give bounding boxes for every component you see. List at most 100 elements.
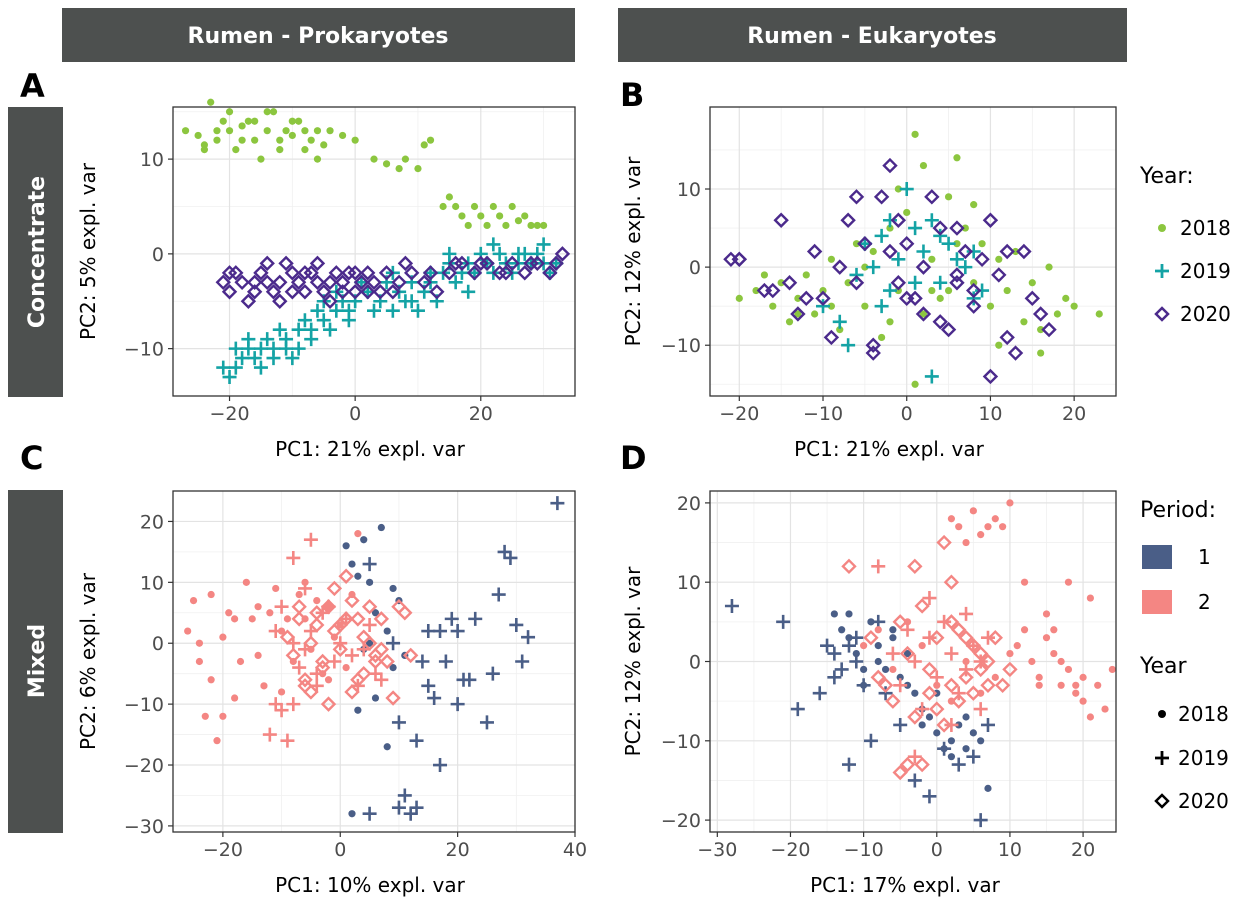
point-dot <box>881 665 890 674</box>
point-plus <box>492 246 507 261</box>
point-diamond <box>832 259 848 275</box>
point-plus <box>391 800 406 815</box>
point-dot <box>351 136 359 144</box>
y-tick-label: 10 <box>140 572 164 594</box>
point-dot <box>225 108 234 116</box>
point-plus <box>427 691 442 706</box>
point-dot <box>1035 681 1043 689</box>
point-plus <box>849 630 864 645</box>
point-plus <box>937 741 952 756</box>
point-dot <box>489 202 497 211</box>
point-diamond <box>416 274 432 290</box>
point-diamond <box>921 685 938 701</box>
point-diamond <box>974 251 990 268</box>
point-diamond <box>353 274 370 290</box>
panel-b-plot: −20 −10 0 10 20 −10 0 10 PC1: 21% expl. var PC2: … <box>621 106 1117 461</box>
point-plus <box>893 717 908 732</box>
point-plus <box>374 672 389 687</box>
point-diamond <box>347 284 363 300</box>
point-dot <box>977 531 985 539</box>
point-diamond <box>309 617 325 633</box>
point-dot <box>827 302 835 310</box>
point-dot <box>502 221 510 230</box>
point-plus <box>885 646 900 661</box>
point-dot <box>1057 657 1065 666</box>
y-tick-label: 10 <box>677 179 701 201</box>
point-diamond <box>965 282 982 299</box>
point-diamond <box>841 558 857 575</box>
legend-diamond-icon <box>1154 793 1170 809</box>
panel-tag-b: B <box>620 76 644 114</box>
point-diamond <box>951 622 967 638</box>
point-diamond <box>943 614 960 630</box>
point-dot <box>760 271 769 279</box>
point-plus <box>841 338 856 353</box>
point-diamond <box>391 274 407 290</box>
point-diamond <box>367 653 384 670</box>
point-diamond <box>999 329 1015 346</box>
point-diamond <box>334 284 351 300</box>
point-dot <box>1020 626 1029 634</box>
point-diamond <box>372 284 388 300</box>
point-diamond <box>882 243 898 260</box>
point-dot <box>836 326 844 334</box>
point-diamond <box>356 629 372 645</box>
point-plus <box>272 322 287 337</box>
point-diamond <box>366 274 382 290</box>
point-diamond <box>322 274 338 290</box>
point-dot <box>539 221 548 230</box>
point-diamond <box>466 265 483 281</box>
point-diamond <box>982 212 999 228</box>
point-diamond <box>1024 290 1040 307</box>
point-plus <box>262 727 277 742</box>
point-dot <box>955 523 963 531</box>
point-dot <box>420 141 428 149</box>
point-dot <box>360 536 368 544</box>
point-diamond <box>491 265 508 281</box>
point-plus <box>362 617 377 632</box>
panel-tag-a: A <box>20 67 45 105</box>
point-diamond <box>999 243 1015 260</box>
strip-col-left: Rumen - Prokaryotes <box>62 8 575 62</box>
point-diamond <box>857 235 873 252</box>
legend-plus-icon <box>1155 264 1169 278</box>
point-diamond <box>517 265 533 281</box>
point-dot <box>195 657 204 666</box>
point-dot <box>830 610 838 618</box>
point-dot <box>445 193 453 201</box>
point-plus <box>448 275 463 290</box>
point-plus <box>228 341 243 356</box>
panel-border <box>172 490 576 833</box>
point-plus <box>409 733 424 748</box>
point-plus <box>975 283 990 298</box>
point-dot <box>955 721 963 729</box>
point-plus <box>922 789 937 804</box>
legend-year-2018: 2018 <box>1178 702 1229 726</box>
point-dot <box>918 721 926 729</box>
point-dot <box>477 212 485 220</box>
point-diamond <box>865 345 881 361</box>
point-diamond <box>781 275 798 291</box>
legend-item-2018: 2018 <box>1180 216 1231 240</box>
y-tick-label: 0 <box>152 633 164 655</box>
point-dot <box>272 584 280 593</box>
point-plus <box>834 662 849 677</box>
point-diamond <box>320 696 337 712</box>
point-dot <box>867 618 875 626</box>
x-tick-label: 20 <box>1071 839 1095 861</box>
point-diamond <box>361 598 378 615</box>
axis-ticks: −20 −10 0 10 20 −10 0 10 <box>661 179 1086 425</box>
x-tick-label: 20 <box>1062 403 1086 425</box>
point-dot <box>1053 310 1062 318</box>
point-diamond <box>504 255 520 272</box>
point-diamond <box>291 611 307 627</box>
point-dot <box>283 615 292 623</box>
point-diamond <box>921 661 938 678</box>
point-diamond <box>773 212 789 228</box>
point-diamond <box>949 220 965 236</box>
point-dot <box>514 217 523 225</box>
point-dot <box>852 649 860 658</box>
point-diamond <box>447 255 464 272</box>
point-dot <box>933 729 941 737</box>
